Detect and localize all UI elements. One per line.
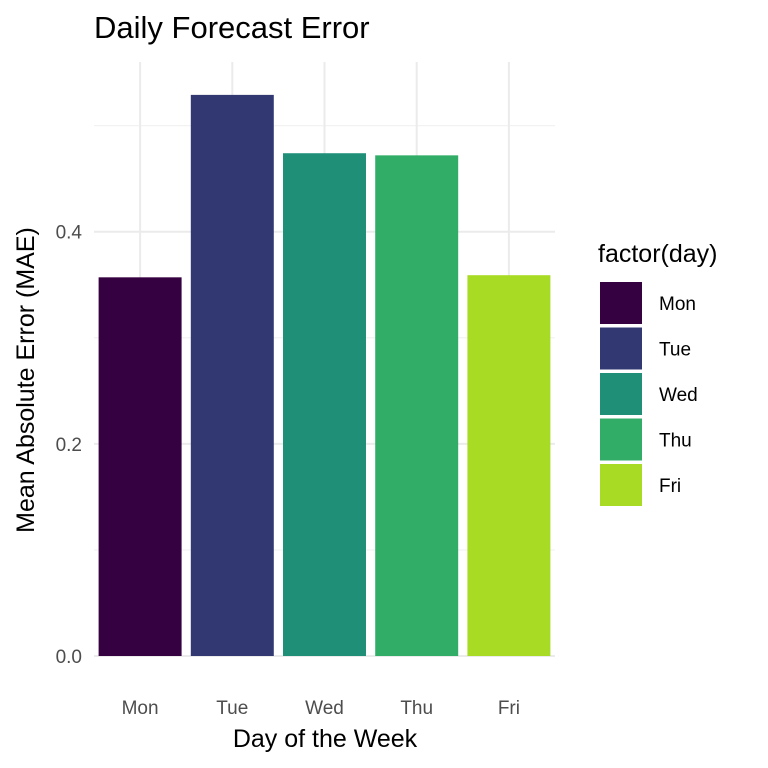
x-axis-title: Day of the Week <box>233 725 418 753</box>
legend-label: Thu <box>659 431 692 452</box>
legend-key-thu <box>600 418 642 461</box>
y-tick-label: 0.4 <box>56 223 83 244</box>
legend-key-fri <box>600 464 642 506</box>
legend-key-wed <box>600 373 642 415</box>
x-axis-ticks: Mon Tue Wed Thu Fri <box>122 698 520 719</box>
legend-label: Mon <box>659 294 696 315</box>
legend-label: Fri <box>659 476 681 497</box>
bar-fri <box>467 275 551 656</box>
legend-label: Wed <box>659 385 698 406</box>
y-axis-title: Mean Absolute Error (MAE) <box>12 227 40 533</box>
legend-key-mon <box>600 282 642 324</box>
bar-tue <box>190 94 274 656</box>
x-tick-label: Wed <box>305 698 344 719</box>
bar-mon <box>98 277 182 656</box>
y-tick-label: 0.0 <box>56 647 82 668</box>
legend-key-tue <box>600 327 642 370</box>
x-tick-label: Fri <box>498 698 520 719</box>
x-tick-label: Mon <box>122 698 159 719</box>
y-tick-label: 0.2 <box>56 435 82 456</box>
bar-thu <box>375 155 459 657</box>
bars <box>98 94 551 657</box>
legend-title: factor(day) <box>598 240 717 268</box>
x-tick-label: Thu <box>400 698 433 719</box>
legend: factor(day) Mon Tue Wed Thu Fri <box>598 240 717 506</box>
legend-label: Tue <box>659 340 691 361</box>
chart-title: Daily Forecast Error <box>94 10 370 45</box>
bar-wed <box>283 153 366 656</box>
y-axis-ticks: 0.0 0.2 0.4 <box>56 223 83 668</box>
x-tick-label: Tue <box>216 698 248 719</box>
